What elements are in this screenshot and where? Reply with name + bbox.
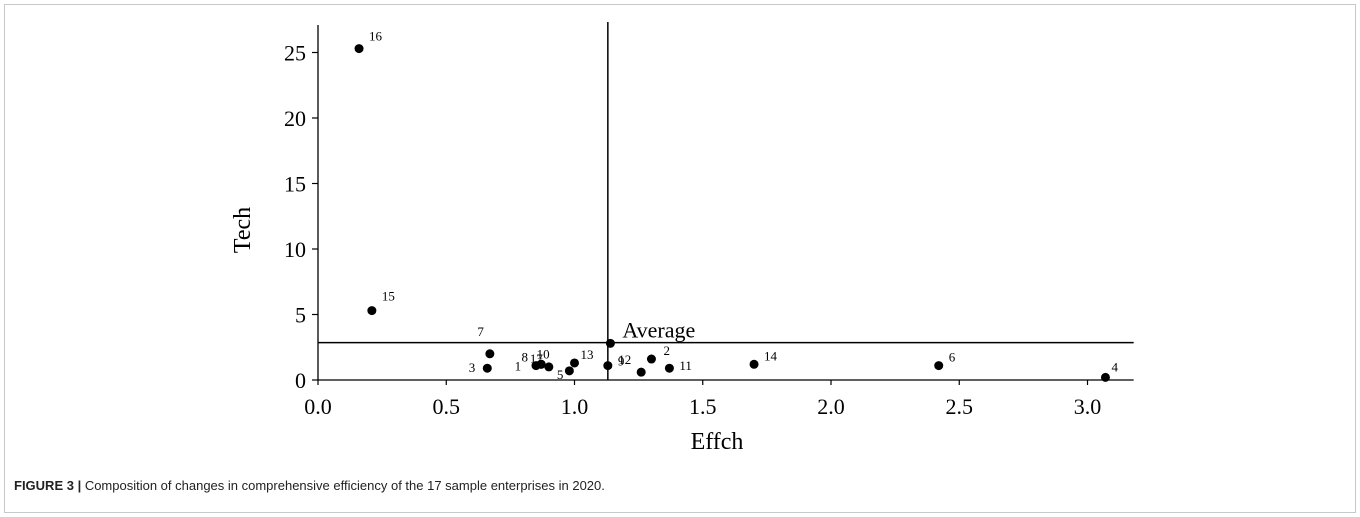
point-label-11: 11 xyxy=(679,358,692,373)
point-label-3: 3 xyxy=(469,360,476,375)
point-label-13: 13 xyxy=(581,347,594,362)
data-point-5 xyxy=(564,366,574,376)
x-tick-label: 1.0 xyxy=(561,394,589,419)
point-label-2: 2 xyxy=(663,343,670,358)
axes xyxy=(317,25,1134,381)
x-tick-label: 1.5 xyxy=(689,394,717,419)
point-label-16: 16 xyxy=(369,29,383,44)
point-label-10: 10 xyxy=(537,346,550,361)
point-label-5: 5 xyxy=(557,367,564,382)
point-label-1: 1 xyxy=(515,358,522,373)
data-point-6 xyxy=(934,361,944,371)
point-label-15: 15 xyxy=(382,289,395,304)
y-tick-label: 5 xyxy=(295,303,306,328)
point-label-7: 7 xyxy=(477,324,484,339)
y-axis-title: Tech xyxy=(230,207,256,253)
data-point-4 xyxy=(1100,372,1110,382)
average-reference-lines xyxy=(318,22,1134,380)
point-label-8: 8 xyxy=(522,350,529,365)
x-axis-title: Effch xyxy=(691,429,744,455)
data-point-16 xyxy=(354,44,364,54)
figure-frame xyxy=(4,4,1356,513)
x-tick-label: 2.0 xyxy=(817,394,845,419)
point-label-17: 17 xyxy=(530,351,544,366)
caption-text: Composition of changes in comprehensive … xyxy=(81,478,605,493)
data-point-9 xyxy=(603,361,613,371)
average-point xyxy=(605,338,615,348)
data-point-17 xyxy=(544,362,554,372)
x-tick-label: 3.0 xyxy=(1074,394,1102,419)
data-point-3 xyxy=(482,363,492,373)
data-point-7 xyxy=(485,349,495,359)
x-tick-label: 0.0 xyxy=(304,394,332,419)
point-label-14: 14 xyxy=(764,348,778,363)
data-point-11 xyxy=(664,363,674,373)
y-tick-label: 25 xyxy=(284,41,306,66)
data-point-12 xyxy=(636,367,646,377)
axis-titles: Effch Tech xyxy=(230,207,743,455)
point-label-12: 12 xyxy=(618,352,631,367)
data-point-14 xyxy=(749,359,759,369)
data-point-15 xyxy=(367,306,377,316)
y-tick-label: 0 xyxy=(295,368,306,393)
data-point-13 xyxy=(570,358,579,368)
x-tick-label: 0.5 xyxy=(433,394,461,419)
point-label-6: 6 xyxy=(949,350,956,365)
point-label-4: 4 xyxy=(1111,359,1118,374)
y-tick-label: 15 xyxy=(284,172,306,197)
point-label-9: 9 xyxy=(618,354,625,369)
data-point-10 xyxy=(536,359,546,369)
figure-id: FIGURE 3 | xyxy=(14,478,82,493)
average-label: Average xyxy=(622,317,695,342)
y-tick-label: 20 xyxy=(284,106,306,131)
x-tick-label: 2.5 xyxy=(946,394,974,419)
figure-caption: FIGURE 3 | Composition of changes in com… xyxy=(14,478,1334,493)
y-tick-label: 10 xyxy=(284,237,306,262)
data-point-2 xyxy=(646,354,656,364)
